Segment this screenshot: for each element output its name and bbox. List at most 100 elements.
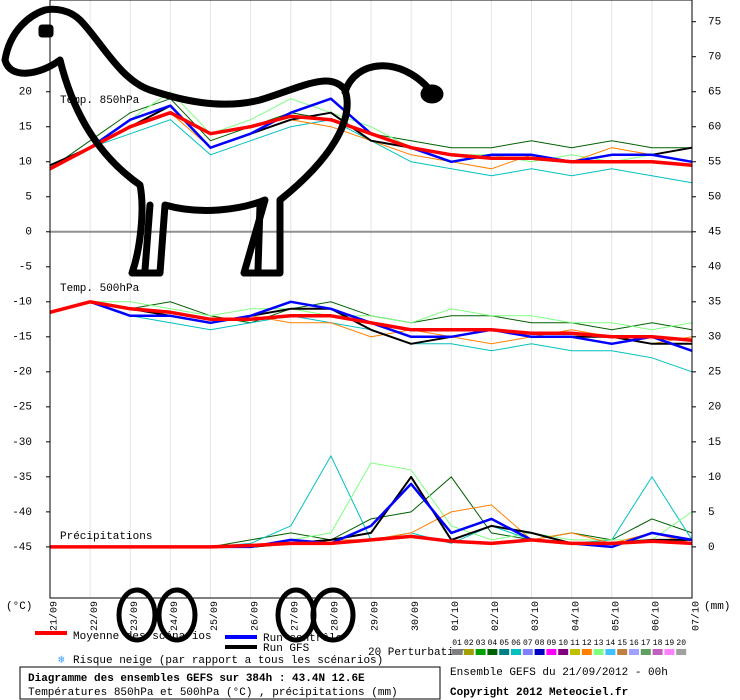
perturbation-number: 11 xyxy=(570,639,580,648)
perturbation-number: 02 xyxy=(464,639,474,648)
x-tick-label: 30/09 xyxy=(410,601,422,631)
footer-title: Diagramme des ensembles GEFS sur 384h : … xyxy=(28,673,365,685)
y-tick-label: -10 xyxy=(12,297,32,309)
perturbation-number: 12 xyxy=(582,639,592,648)
x-tick-label: 06/10 xyxy=(651,601,663,631)
x-tick-label: 01/10 xyxy=(450,601,462,631)
perturbation-swatch xyxy=(487,649,498,655)
y2-tick-label: 5 xyxy=(708,507,715,519)
doodle-circle xyxy=(156,587,198,643)
footer-run: Ensemble GEFS du 21/09/2012 - 00h xyxy=(450,667,668,679)
footer-copyright: Copyright 2012 Meteociel.fr xyxy=(450,687,628,699)
y2-tick-label: 35 xyxy=(708,297,721,309)
y2-tick-label: 15 xyxy=(708,437,721,449)
y-tick-label: -40 xyxy=(12,507,32,519)
perturbation-number: 16 xyxy=(629,639,639,648)
perturbation-swatch xyxy=(511,649,521,655)
y2-tick-label: 10 xyxy=(708,472,721,484)
doodle xyxy=(1,5,444,643)
y-tick-label: -30 xyxy=(12,437,32,449)
perturbation-swatch xyxy=(475,649,486,655)
perturbation-number: 01 xyxy=(452,639,462,648)
x-tick-label: 27/09 xyxy=(289,601,301,631)
x-tick-label: 04/10 xyxy=(570,601,582,631)
doodle-body xyxy=(1,5,351,277)
gfs-line xyxy=(49,300,692,345)
snow-icon: ❄ xyxy=(58,655,65,667)
perturbation-line xyxy=(49,301,693,331)
panel-label: Temp. 850hPa xyxy=(60,95,140,107)
y2-tick-label: 60 xyxy=(708,122,721,134)
y-tick-label: -15 xyxy=(12,332,32,344)
perturbation-swatch xyxy=(605,649,616,655)
x-tick-label: 21/09 xyxy=(49,601,61,631)
perturbation-number: 20 xyxy=(676,639,686,648)
perturbation-swatch xyxy=(652,649,663,655)
x-tick-label: 28/09 xyxy=(330,601,342,631)
mean-line xyxy=(49,300,693,343)
perturbation-number: 09 xyxy=(547,639,557,648)
perturbation-number: 15 xyxy=(617,639,627,648)
footer-subtitle: Températures 850hPa et 500hPa (°C) , pré… xyxy=(28,687,398,699)
mean-line xyxy=(49,110,693,171)
y-tick-label: 0 xyxy=(25,227,32,239)
perturbation-number: 10 xyxy=(558,639,568,648)
perturbation-number: 04 xyxy=(488,639,498,648)
perturbation-number: 05 xyxy=(499,639,509,648)
perturbation-swatch xyxy=(581,649,592,655)
x-tick-label: 03/10 xyxy=(530,601,542,631)
doodle-legs xyxy=(141,201,264,274)
y-tick-label: 5 xyxy=(25,192,32,204)
x-tick-label: 05/10 xyxy=(610,601,622,631)
x-tick-label: 29/09 xyxy=(370,601,382,631)
footer-box xyxy=(19,666,441,700)
perturbation-swatch xyxy=(664,649,675,655)
perturbation-swatch xyxy=(558,649,569,655)
y-tick-label: -45 xyxy=(12,542,32,554)
y-tick-label: 15 xyxy=(19,122,32,134)
y-tick-label: -25 xyxy=(12,402,32,414)
perturbation-swatch xyxy=(570,649,580,655)
y2-axis-label: (mm) xyxy=(704,601,730,613)
perturbation-number: 03 xyxy=(476,639,486,648)
y2-tick-label: 45 xyxy=(708,227,721,239)
perturbation-number: 06 xyxy=(511,639,521,648)
perturbation-number: 19 xyxy=(665,639,675,648)
y-axis-label: (°C) xyxy=(6,601,32,613)
y2-tick-label: 75 xyxy=(708,17,721,29)
y2-tick-label: 50 xyxy=(708,192,721,204)
panel-label: Temp. 500hPa xyxy=(60,283,140,295)
y2-tick-label: 65 xyxy=(708,87,721,99)
y2-tick-label: 40 xyxy=(708,262,721,274)
y2-tick-label: 70 xyxy=(708,52,721,64)
perturbation-number: 08 xyxy=(535,639,545,648)
y-tick-label: -20 xyxy=(12,367,32,379)
perturbation-number: 07 xyxy=(523,639,533,648)
y-tick-label: 10 xyxy=(19,157,32,169)
perturbation-number: 17 xyxy=(641,639,651,648)
y2-tick-label: 30 xyxy=(708,332,721,344)
y2-tick-label: 0 xyxy=(708,542,715,554)
perturbation-swatch xyxy=(617,649,628,655)
y2-tick-label: 20 xyxy=(708,402,721,414)
y-tick-label: -35 xyxy=(12,472,32,484)
doodle-tail-tip xyxy=(420,84,444,104)
x-tick-label: 02/10 xyxy=(490,601,502,631)
perturbation-swatch xyxy=(452,649,462,655)
perturbation-swatch xyxy=(534,649,545,655)
perturbation-number: 18 xyxy=(653,639,663,648)
plot-frame xyxy=(49,0,693,599)
x-tick-label: 07/10 xyxy=(691,601,703,631)
perturbation-swatch xyxy=(522,649,533,655)
perturbations-label: 20 Perturbations xyxy=(368,647,474,659)
perturbation-swatch xyxy=(640,649,651,655)
y-tick-label: -5 xyxy=(19,262,32,274)
x-tick-label: 22/09 xyxy=(89,601,101,631)
y2-tick-label: 25 xyxy=(708,367,721,379)
perturbation-swatch xyxy=(676,649,687,655)
mean-line xyxy=(50,534,693,549)
doodle-eye xyxy=(38,24,54,38)
x-tick-label: 26/09 xyxy=(249,601,261,631)
snow-label: Risque neige (par rapport a tous les scé… xyxy=(73,655,383,667)
